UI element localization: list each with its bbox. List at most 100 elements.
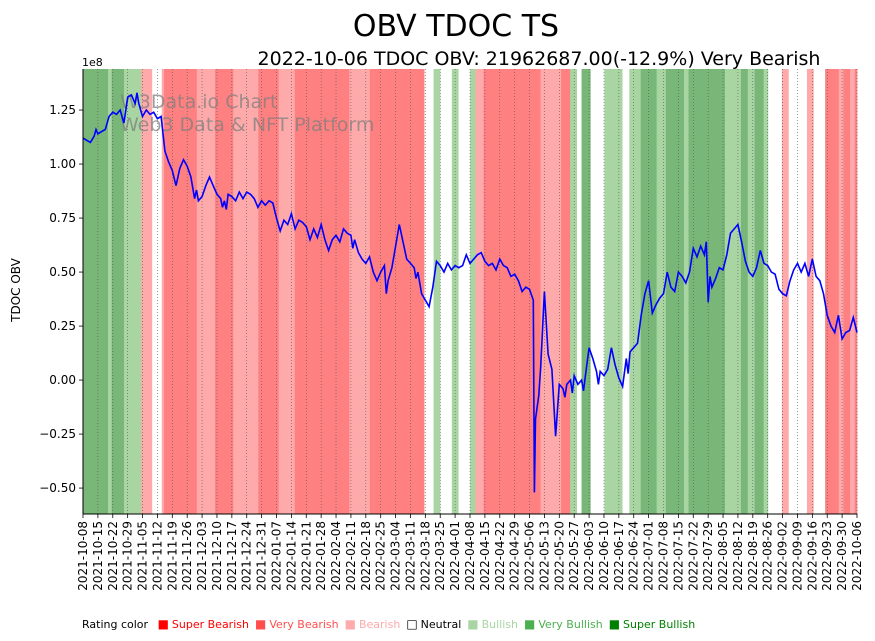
y-tick-label: 1.25 (49, 103, 76, 117)
rating-band-very_bullish (740, 69, 749, 514)
x-tick-label: 2022-08-12 (731, 521, 745, 591)
legend-item-super_bullish: ■ Super Bullish (609, 617, 695, 631)
rating-band-very_bearish (854, 69, 858, 514)
x-tick-label: 2022-01-21 (299, 521, 313, 591)
rating-band-bullish (747, 69, 755, 514)
x-tick-label: 2022-02-25 (374, 521, 388, 591)
x-tick-label: 2022-07-22 (686, 521, 700, 591)
x-tick-label: 2022-06-17 (612, 521, 626, 591)
x-tick-label: 2022-08-05 (716, 521, 730, 591)
y-tick-label: 0.50 (49, 265, 76, 279)
x-tick-label: 2021-12-31 (255, 521, 269, 591)
rating-band-very_bearish (215, 69, 234, 514)
rating-band-bearish (781, 69, 790, 514)
x-tick-label: 2022-05-20 (552, 521, 566, 591)
x-tick-label: 2022-03-25 (433, 521, 447, 591)
rating-bands (83, 69, 858, 514)
x-tick-label: 2022-07-01 (642, 521, 656, 591)
x-tick-label: 2022-09-30 (835, 521, 849, 591)
rating-band-neutral (440, 69, 453, 514)
rating-band-very_bearish (180, 69, 198, 514)
rating-band-bullish (470, 69, 476, 514)
rating-band-bearish (838, 69, 844, 514)
x-tick-label: 2022-02-11 (344, 521, 358, 591)
chart-title: OBV TDOC TS (353, 9, 559, 44)
rating-band-very_bearish (294, 69, 325, 514)
legend-item-bearish: ■ Bearish (345, 617, 401, 631)
rating-band-bullish (433, 69, 441, 514)
rating-band-very_bullish (581, 69, 591, 514)
legend-label: Super Bullish (623, 618, 696, 631)
rating-band-very_bullish (688, 69, 726, 514)
rating-band-bullish (108, 69, 112, 514)
rating-band-bullish (570, 69, 578, 514)
x-tick-label: 2022-06-24 (627, 521, 641, 591)
x-tick-label: 2022-02-04 (329, 521, 343, 591)
y-axis-label: TDOC OBV (9, 257, 23, 323)
x-tick-label: 2021-12-17 (225, 521, 239, 591)
rating-band-bullish (123, 69, 142, 514)
rating-band-very_bearish (324, 69, 350, 514)
rating-band-very_bullish (83, 69, 109, 514)
legend-label: Super Bearish (171, 618, 249, 631)
rating-band-very_bearish (825, 69, 840, 514)
watermark: W3Data.io Chart Web3 Data & NFT Platform (120, 91, 374, 136)
x-tick-label: 2022-08-26 (761, 521, 775, 591)
x-tick-label: 2022-04-22 (493, 521, 507, 591)
x-tick-label: 2022-04-01 (448, 521, 462, 591)
x-tick-label: 2022-04-29 (508, 521, 522, 591)
x-tick-label: 2022-09-02 (776, 521, 790, 591)
rating-band-very_bearish (483, 69, 521, 514)
x-tick-label: 2022-10-06 (850, 521, 864, 591)
x-tick-label: 2022-08-19 (746, 521, 760, 591)
rating-band-very_bullish (754, 69, 764, 514)
y-axis-ticks: −0.50 −0.25 0.00 0.25 0.50 0.75 1.00 1.25 (39, 103, 83, 495)
rating-band-neutral (768, 69, 783, 514)
legend-swatch: ■ (524, 617, 536, 631)
rating-band-neutral (424, 69, 434, 514)
x-tick-label: 2022-03-18 (418, 521, 432, 591)
rating-band-neutral (458, 69, 471, 514)
rating-band-bearish (233, 69, 259, 514)
x-tick-label: 2022-05-13 (537, 521, 551, 591)
rating-band-neutral (788, 69, 808, 514)
legend-title: Rating color (82, 618, 149, 631)
y-tick-label: 0.25 (49, 319, 76, 333)
x-tick-label: 2022-09-16 (805, 521, 819, 591)
rating-band-neutral (576, 69, 582, 514)
rating-band-bearish (540, 69, 562, 514)
legend-item-very_bullish: ■ Very Bullish (524, 617, 603, 631)
rating-band-very_bullish (111, 69, 125, 514)
rating-band-neutral (813, 69, 826, 514)
rating-band-bearish (850, 69, 856, 514)
legend-label: Very Bearish (269, 618, 339, 631)
rating-band-bearish (161, 69, 165, 514)
x-tick-label: 2022-03-11 (403, 521, 417, 591)
legend-item-neutral: □ Neutral (406, 617, 461, 631)
rating-band-bullish (683, 69, 689, 514)
rating-band-very_bearish (369, 69, 425, 514)
x-tick-label: 2022-07-15 (671, 521, 685, 591)
legend-item-bullish: ■ Bullish (467, 617, 518, 631)
x-tick-label: 2021-12-10 (210, 521, 224, 591)
rating-band-very_bearish (843, 69, 851, 514)
watermark-line-1: W3Data.io Chart (120, 91, 277, 113)
x-tick-label: 2022-09-09 (790, 521, 804, 591)
chart-subtitle: 2022-10-06 TDOC OBV: 21962687.00(-12.9%)… (258, 48, 821, 70)
rating-band-very_bearish (561, 69, 571, 514)
legend-swatch: ■ (157, 617, 169, 631)
legend-label: Very Bullish (538, 618, 603, 631)
x-tick-label: 2022-07-29 (701, 521, 715, 591)
rating-band-bearish (278, 69, 296, 514)
legend-item-super_bearish: ■ Super Bearish (158, 617, 249, 631)
legend-swatch: ■ (344, 617, 356, 631)
x-axis-ticks: 2021-10-08 2021-10-15 2021-10-22 2021-10-29… (76, 514, 864, 591)
x-tick-label: 2022-09-23 (820, 521, 834, 591)
x-tick-label: 2021-11-19 (165, 521, 179, 591)
rating-band-neutral (590, 69, 605, 514)
y-tick-label: −0.25 (39, 427, 76, 441)
x-tick-label: 2022-01-28 (314, 521, 328, 591)
x-tick-label: 2022-03-04 (389, 521, 403, 591)
y-tick-label: 0.75 (49, 211, 76, 225)
